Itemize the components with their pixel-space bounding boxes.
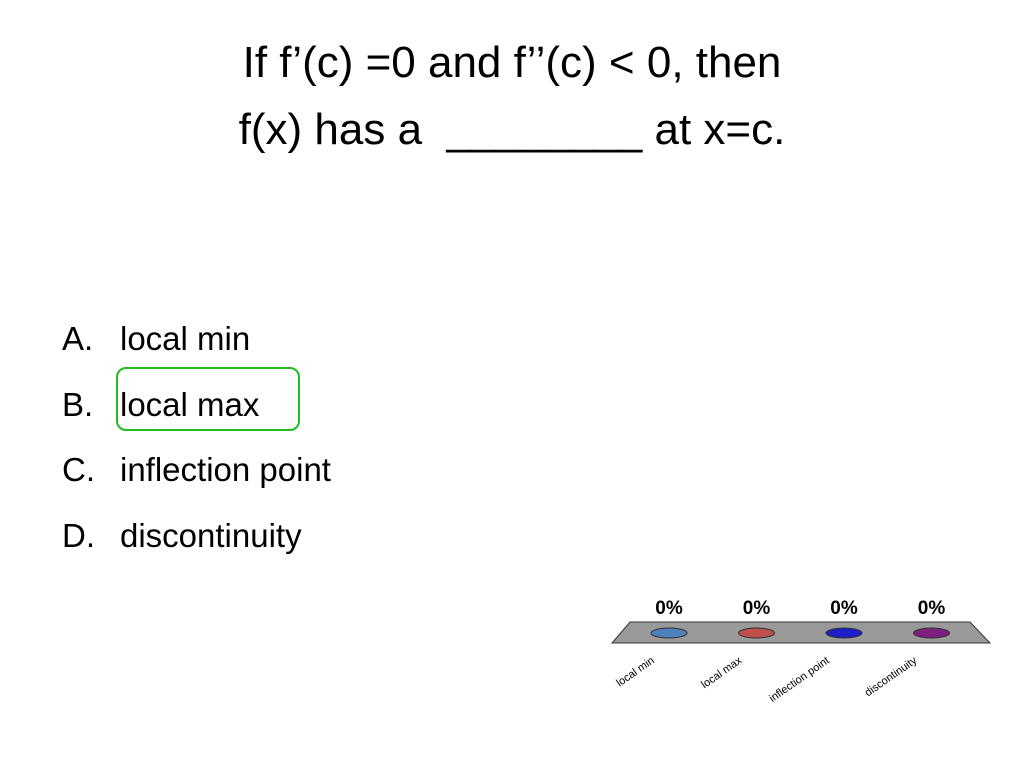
bar (825, 627, 863, 639)
x-tick-label: inflection point (767, 655, 831, 705)
value-label: 0% (743, 598, 771, 619)
answer-highlight (116, 367, 300, 431)
chart-floor (610, 621, 992, 644)
option-letter: D. (62, 516, 95, 554)
bar (650, 627, 688, 639)
option-text: local min (120, 320, 251, 357)
x-tick-label: local min (614, 655, 656, 690)
value-label: 0% (918, 598, 946, 619)
option-letter: A. (62, 320, 94, 357)
option-text: inflection point (120, 451, 331, 488)
option-letter: B. (62, 385, 94, 423)
value-label: 0% (655, 598, 683, 619)
option-text: discontinuity (120, 516, 302, 554)
option-text: local max (120, 385, 260, 423)
bar (913, 627, 950, 639)
x-tick-label: discontinuity (863, 654, 920, 699)
bar (738, 627, 775, 639)
title-line: f(x) has a ________ at x=c. (238, 105, 786, 154)
option-letter: C. (62, 451, 95, 488)
value-label: 0% (830, 598, 858, 619)
x-tick-label: local max (699, 654, 744, 691)
title-line: If f’(c) =0 and f’’(c) < 0, then (242, 38, 782, 87)
